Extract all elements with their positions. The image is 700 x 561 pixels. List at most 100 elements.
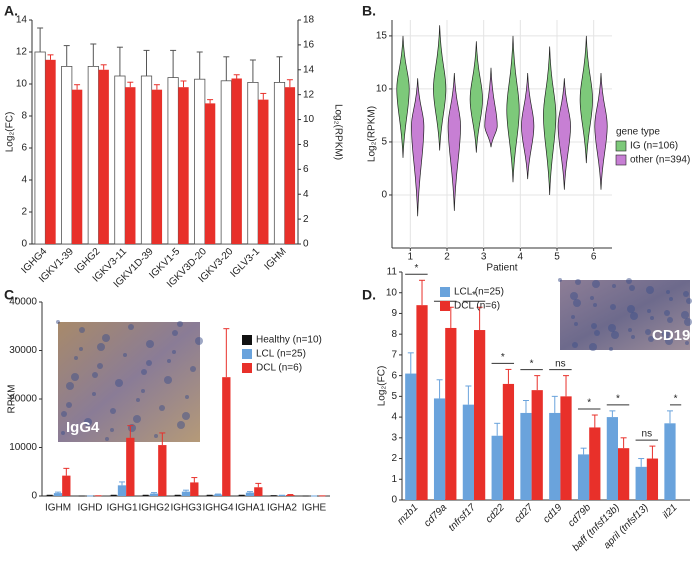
inset-texture — [177, 321, 183, 327]
inset-texture — [630, 312, 638, 320]
bar — [181, 491, 191, 496]
bar — [474, 330, 486, 500]
y2-tick-label: 12 — [303, 89, 315, 100]
y2-tick-label: 18 — [303, 15, 315, 26]
inset-texture — [97, 363, 103, 369]
inset-texture — [136, 398, 140, 402]
bar — [194, 78, 206, 245]
inset-texture — [110, 428, 114, 432]
y2-tick-label: 14 — [303, 64, 315, 75]
y-tick-label: 4 — [391, 412, 397, 423]
bar — [45, 59, 56, 245]
y2-tick-label: 16 — [303, 40, 315, 51]
significance-label: * — [674, 394, 678, 405]
y-tick-label: 30000 — [9, 345, 37, 356]
inset-texture — [92, 372, 98, 378]
y2-tick-label: 8 — [303, 139, 309, 150]
inset-label: CD19 — [652, 327, 690, 344]
bar — [125, 87, 136, 244]
bar — [149, 493, 159, 496]
bar — [589, 427, 601, 500]
x-tick-label: IGHM — [262, 246, 288, 272]
inset-texture — [159, 405, 165, 411]
violin — [447, 73, 461, 211]
y-tick-label: 9 — [391, 308, 397, 319]
inset-texture — [123, 353, 127, 357]
inset-texture — [627, 305, 635, 313]
inset-texture — [102, 334, 110, 342]
inset-texture — [84, 418, 92, 426]
panel-label: B. — [362, 3, 376, 19]
inset-texture — [185, 395, 189, 399]
y-tick-label: 6 — [21, 143, 27, 154]
x-tick-label: cd79a — [422, 502, 449, 529]
bar — [273, 82, 286, 245]
bar — [117, 485, 127, 496]
inset-texture — [683, 291, 689, 297]
inset-texture — [610, 304, 616, 310]
bar — [286, 495, 295, 496]
significance-label: * — [587, 398, 591, 409]
bar — [222, 377, 231, 496]
bar — [254, 487, 263, 496]
inset-texture — [685, 341, 689, 345]
bar — [213, 494, 223, 496]
y-tick-label: 10 — [386, 287, 398, 298]
inset-texture — [97, 343, 105, 351]
x-tick-label: IGHG4 — [202, 503, 234, 514]
violin — [433, 25, 447, 151]
bar — [98, 69, 109, 245]
significance-label: * — [414, 263, 418, 274]
x-tick-label: cd79b — [566, 502, 593, 529]
inset-texture — [646, 286, 654, 294]
inset-texture — [628, 328, 632, 332]
inset-texture — [645, 329, 651, 335]
inset-texture — [141, 369, 147, 375]
significance-label: ns — [642, 429, 653, 440]
legend-label: other (n=394) — [630, 155, 690, 166]
x-tick-label: 3 — [481, 252, 487, 263]
y-tick-label: 10 — [16, 79, 28, 90]
y2-tick-label: 0 — [303, 239, 309, 250]
x-tick-label: IGHA2 — [267, 503, 297, 514]
significance-label: ns — [555, 358, 566, 369]
x-tick-label: 5 — [554, 252, 560, 263]
bar — [664, 423, 676, 500]
inset-texture — [105, 437, 109, 441]
violin — [521, 73, 535, 180]
bar — [158, 445, 167, 496]
inset-texture — [665, 337, 673, 345]
x-tick-label: 6 — [591, 252, 597, 263]
x-tick-label: tnfrsf17 — [447, 502, 479, 534]
y-axis-label: Log₂(FC) — [377, 366, 388, 407]
bar — [167, 77, 179, 245]
y-tick-label: 0 — [21, 239, 27, 250]
significance-label: * — [472, 290, 476, 301]
y-tick-label: 12 — [16, 47, 28, 58]
legend-label: IG (n=106) — [630, 141, 678, 152]
bar — [646, 458, 659, 500]
significance-label: * — [530, 358, 534, 369]
bar — [34, 51, 46, 245]
inset-texture — [79, 347, 83, 351]
x-tick-label: il21 — [661, 502, 680, 521]
inset-texture — [558, 278, 562, 282]
inset-texture — [589, 343, 597, 351]
violin — [594, 73, 608, 190]
inset-texture — [128, 324, 134, 330]
bar — [204, 103, 216, 244]
inset-texture — [573, 299, 581, 307]
y-tick-label: 6 — [391, 370, 397, 381]
inset-texture — [172, 330, 178, 336]
panel-label: C. — [4, 287, 18, 303]
legend-label: Healthy (n=10) — [256, 335, 322, 346]
inset-texture — [177, 421, 185, 429]
bar — [53, 493, 63, 496]
violin — [484, 67, 498, 148]
y2-tick-label: 6 — [303, 164, 309, 175]
y-tick-label: 1 — [391, 474, 397, 485]
significance-label: * — [501, 352, 505, 363]
violin — [543, 46, 557, 195]
inset-label: IgG4 — [66, 419, 100, 436]
